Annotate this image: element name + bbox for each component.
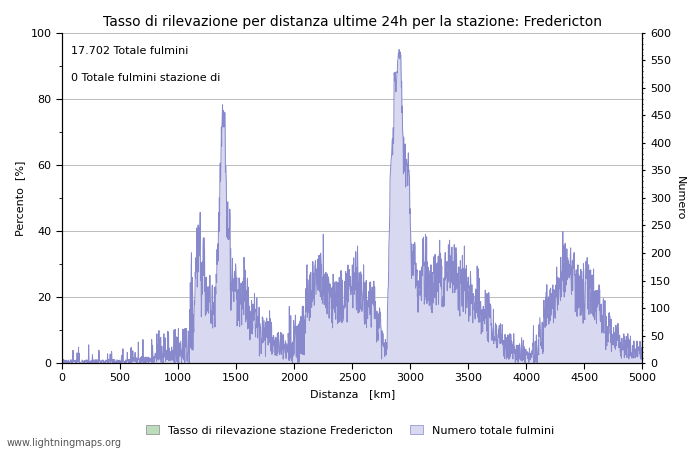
Text: 0 Totale fulmini stazione di: 0 Totale fulmini stazione di bbox=[71, 72, 220, 82]
X-axis label: Distanza   [km]: Distanza [km] bbox=[309, 389, 395, 399]
Y-axis label: Numero: Numero bbox=[675, 176, 685, 220]
Y-axis label: Percento  [%]: Percento [%] bbox=[15, 160, 25, 236]
Text: www.lightningmaps.org: www.lightningmaps.org bbox=[7, 438, 122, 448]
Legend: Tasso di rilevazione stazione Fredericton, Numero totale fulmini: Tasso di rilevazione stazione Fredericto… bbox=[141, 421, 559, 440]
Text: 17.702 Totale fulmini: 17.702 Totale fulmini bbox=[71, 46, 188, 56]
Title: Tasso di rilevazione per distanza ultime 24h per la stazione: Fredericton: Tasso di rilevazione per distanza ultime… bbox=[103, 15, 602, 29]
